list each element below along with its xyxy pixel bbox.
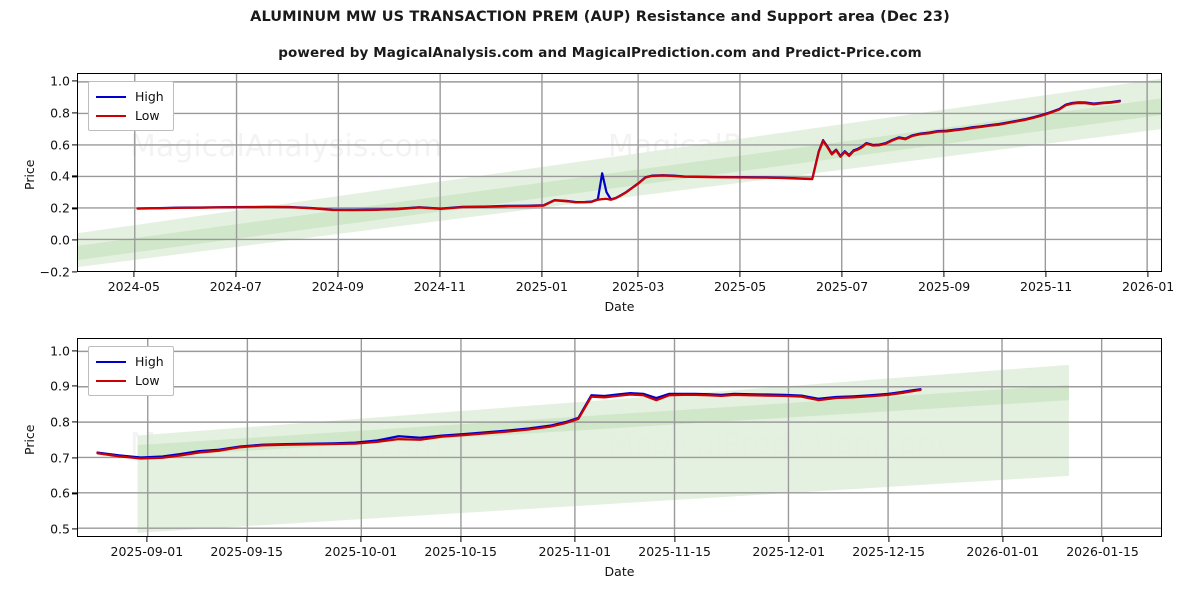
- lower-plot-area: MagicalAnalysis.com MagicalPrediction.co…: [77, 338, 1162, 537]
- legend-label-high-lower: High: [135, 354, 164, 369]
- upper-chart-panel: MagicalAnalysis.com MagicalPrediction.co…: [22, 73, 1174, 314]
- upper-x-tick-mark: [235, 272, 237, 277]
- lower-x-tick-label: 2025-10-15: [424, 544, 497, 559]
- lower-x-tick-mark: [360, 537, 362, 542]
- upper-series-lines: [78, 74, 1161, 271]
- legend-entry-high-lower[interactable]: High: [96, 352, 164, 371]
- legend-entry-low-lower[interactable]: Low: [96, 371, 164, 390]
- upper-y-tick-label: 0.6: [50, 137, 70, 153]
- legend-label-high: High: [135, 89, 164, 104]
- upper-y-tick-mark: [72, 80, 77, 82]
- upper-y-tick-label: 1.0: [50, 73, 70, 89]
- upper-x-tick-mark: [337, 272, 339, 277]
- upper-x-axis-label: Date: [604, 299, 635, 314]
- lower-x-tick-label: 2025-09-01: [110, 544, 184, 559]
- upper-x-tick-label: 2025-03: [612, 279, 665, 294]
- upper-support-resistance-bands: [78, 78, 1161, 268]
- lower-y-tick-mark: [72, 349, 77, 352]
- lower-x-tick-mark: [146, 537, 148, 542]
- upper-x-tick-mark: [133, 272, 135, 277]
- upper-x-tick-label: 2024-07: [209, 279, 262, 294]
- lower-y-tick-label: 0.7: [50, 450, 70, 466]
- legend-swatch-high: [96, 95, 126, 98]
- lower-legend[interactable]: High Low: [88, 346, 174, 396]
- upper-plot-area: MagicalAnalysis.com MagicalPrediction.co…: [77, 73, 1162, 272]
- lower-y-axis-label: Price: [22, 424, 37, 456]
- upper-legend[interactable]: High Low: [88, 81, 174, 131]
- upper-x-tick-label: 2025-11: [1019, 279, 1073, 294]
- upper-x-tick-mark: [541, 272, 543, 277]
- upper-y-tick-mark: [72, 271, 77, 273]
- lower-y-tick-label: 0.8: [50, 414, 70, 430]
- upper-y-tick-label: 0.4: [50, 168, 70, 184]
- lower-x-tick-mark: [887, 537, 890, 542]
- lower-y-tick-label: 0.9: [50, 378, 70, 394]
- upper-x-tick-mark: [637, 272, 639, 277]
- upper-x-tick-mark: [739, 272, 741, 277]
- lower-x-tick-label: 2025-11-01: [538, 544, 612, 559]
- legend-entry-high[interactable]: High: [96, 87, 164, 106]
- upper-x-tick-label: 2026-01: [1121, 279, 1175, 294]
- upper-x-tick-label: 2024-11: [413, 279, 466, 294]
- upper-y-axis-label: Price: [22, 159, 37, 191]
- legend-swatch-low-lower: [96, 379, 126, 382]
- lower-y-tick-label: 0.6: [50, 485, 70, 501]
- page-title: ALUMINUM MW US TRANSACTION PREM (AUP) Re…: [250, 9, 950, 25]
- lower-y-tick-mark: [72, 528, 77, 530]
- legend-label-low: Low: [135, 108, 160, 123]
- upper-x-tick-mark: [943, 272, 945, 277]
- legend-label-low-lower: Low: [135, 373, 160, 388]
- lower-x-tick-label: 2025-11-15: [638, 544, 711, 559]
- upper-y-tick-mark: [72, 112, 77, 114]
- lower-x-axis-label: Date: [604, 564, 635, 579]
- lower-x-tick-mark: [674, 537, 676, 542]
- upper-x-tick-label: 2025-01: [515, 279, 568, 294]
- lower-y-tick-label: 0.5: [50, 521, 70, 537]
- lower-x-tick-mark: [788, 537, 790, 542]
- upper-y-tick-mark: [72, 207, 77, 209]
- lower-x-tick-label: 2026-01-15: [1066, 544, 1139, 559]
- legend-entry-low[interactable]: Low: [96, 106, 164, 125]
- lower-x-tick-label: 2025-10-01: [324, 544, 398, 559]
- legend-swatch-low: [96, 114, 126, 117]
- lower-y-tick-mark: [72, 421, 77, 423]
- upper-x-tick-mark: [439, 272, 441, 277]
- lower-chart-panel: MagicalAnalysis.com MagicalPrediction.co…: [22, 338, 1162, 579]
- lower-x-tick-mark: [1101, 537, 1104, 542]
- lower-gridlines: [78, 339, 1161, 536]
- upper-x-tick-mark: [841, 272, 843, 277]
- lower-y-tick-mark: [72, 457, 77, 459]
- upper-y-tick-label: 0.0: [50, 232, 70, 248]
- page-subtitle: powered by MagicalAnalysis.com and Magic…: [278, 45, 922, 61]
- upper-y-tick-mark: [72, 239, 77, 241]
- lower-x-tick-label: 2026-01-01: [966, 544, 1040, 559]
- lower-x-tick-mark: [1002, 537, 1004, 542]
- lower-x-tick-label: 2025-12-01: [752, 544, 826, 559]
- lower-x-tick-label: 2025-09-15: [210, 544, 284, 559]
- lower-series-lines: [78, 339, 1161, 536]
- upper-y-tick-label: 0.8: [50, 105, 70, 121]
- upper-y-tick-label: −0.2: [39, 264, 70, 280]
- upper-x-tick-label: 2025-05: [714, 279, 767, 294]
- upper-gridlines: [78, 74, 1161, 271]
- upper-x-tick-label: 2024-09: [311, 279, 364, 294]
- lower-x-tick-mark: [574, 537, 576, 542]
- lower-y-tick-mark: [72, 385, 77, 387]
- lower-y-tick-label: 1.0: [50, 343, 70, 358]
- lower-y-tick-mark: [72, 492, 77, 494]
- lower-support-resistance-bands: [137, 364, 1069, 533]
- upper-x-tick-mark: [1045, 272, 1047, 277]
- upper-y-tick-label: 0.2: [50, 200, 70, 216]
- upper-x-tick-label: 2025-09: [918, 279, 971, 294]
- lower-x-tick-label: 2025-12-15: [852, 544, 925, 559]
- legend-swatch-high-lower: [96, 360, 126, 363]
- upper-y-tick-mark: [72, 144, 77, 146]
- lower-x-tick-mark: [246, 537, 248, 542]
- upper-x-tick-label: 2025-07: [816, 279, 869, 294]
- upper-x-tick-mark: [1147, 272, 1149, 277]
- upper-x-tick-label: 2024-05: [107, 279, 160, 294]
- upper-y-tick-mark: [72, 175, 77, 178]
- lower-x-tick-mark: [460, 537, 462, 542]
